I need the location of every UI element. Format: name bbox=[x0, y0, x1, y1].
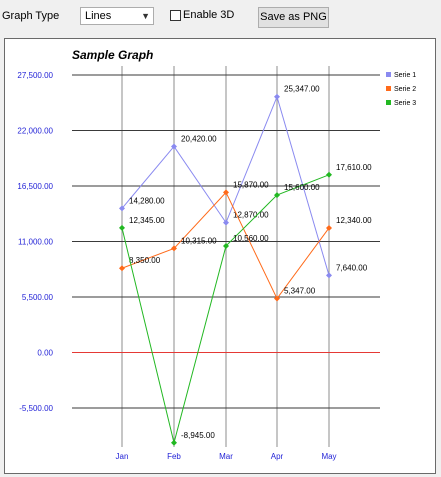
data-point bbox=[119, 224, 125, 231]
data-point bbox=[274, 192, 280, 199]
legend-swatch bbox=[386, 100, 391, 105]
data-label: 10,315.00 bbox=[181, 236, 217, 245]
y-tick-label: 22,000.00 bbox=[17, 127, 53, 136]
data-point bbox=[119, 205, 125, 212]
data-point bbox=[223, 219, 229, 226]
graph-type-value: Lines bbox=[85, 10, 112, 22]
data-point bbox=[326, 272, 332, 279]
data-point bbox=[119, 265, 125, 272]
legend-swatch bbox=[386, 86, 391, 91]
y-tick-label: 11,000.00 bbox=[18, 238, 54, 247]
graph-type-select[interactable]: Lines ▼ bbox=[80, 7, 154, 25]
y-tick-label: -5,500.00 bbox=[19, 404, 53, 413]
data-label: 15,870.00 bbox=[233, 180, 269, 189]
data-point bbox=[274, 295, 280, 302]
save-png-button[interactable]: Save as PNG bbox=[258, 7, 329, 28]
y-tick-label: 27,500.00 bbox=[17, 71, 53, 80]
data-label: -8,945.00 bbox=[181, 431, 215, 440]
data-label: 10,560.00 bbox=[233, 234, 269, 243]
data-point bbox=[171, 245, 177, 252]
legend-swatch bbox=[386, 72, 391, 77]
enable-3d-label: Enable 3D bbox=[183, 9, 235, 21]
data-point bbox=[223, 189, 229, 196]
y-tick-label: 5,500.00 bbox=[22, 293, 54, 302]
data-label: 14,280.00 bbox=[129, 196, 165, 205]
legend-label: Serie 2 bbox=[394, 86, 416, 93]
data-label: 12,870.00 bbox=[233, 211, 269, 220]
x-tick-label: Jan bbox=[116, 452, 129, 461]
data-label: 12,340.00 bbox=[336, 216, 372, 225]
data-label: 25,347.00 bbox=[284, 85, 320, 94]
x-tick-label: Mar bbox=[219, 452, 233, 461]
data-label: 5,347.00 bbox=[284, 287, 316, 296]
chevron-down-icon: ▼ bbox=[141, 11, 150, 21]
enable-3d-checkbox[interactable] bbox=[170, 10, 181, 21]
chart-panel bbox=[4, 38, 436, 474]
legend-label: Serie 3 bbox=[394, 100, 416, 107]
data-point bbox=[171, 439, 177, 446]
data-point bbox=[223, 242, 229, 249]
data-label: 20,420.00 bbox=[181, 134, 217, 143]
data-label: 15,600.00 bbox=[284, 183, 320, 192]
data-point bbox=[274, 93, 280, 100]
x-tick-label: May bbox=[321, 452, 336, 461]
data-point bbox=[326, 171, 332, 178]
legend-label: Serie 1 bbox=[394, 72, 416, 79]
data-label: 17,610.00 bbox=[336, 163, 372, 172]
graph-type-label: Graph Type bbox=[2, 10, 60, 22]
y-tick-label: 16,500.00 bbox=[17, 182, 53, 191]
data-point bbox=[171, 143, 177, 150]
x-tick-label: Feb bbox=[167, 452, 181, 461]
x-tick-label: Apr bbox=[271, 452, 284, 461]
y-tick-label: 0.00 bbox=[37, 349, 53, 358]
chart-title: Sample Graph bbox=[72, 48, 153, 62]
data-label: 12,345.00 bbox=[129, 216, 165, 225]
data-point bbox=[326, 224, 332, 231]
data-label: 7,640.00 bbox=[336, 263, 368, 272]
data-label: 8,350.00 bbox=[129, 256, 161, 265]
